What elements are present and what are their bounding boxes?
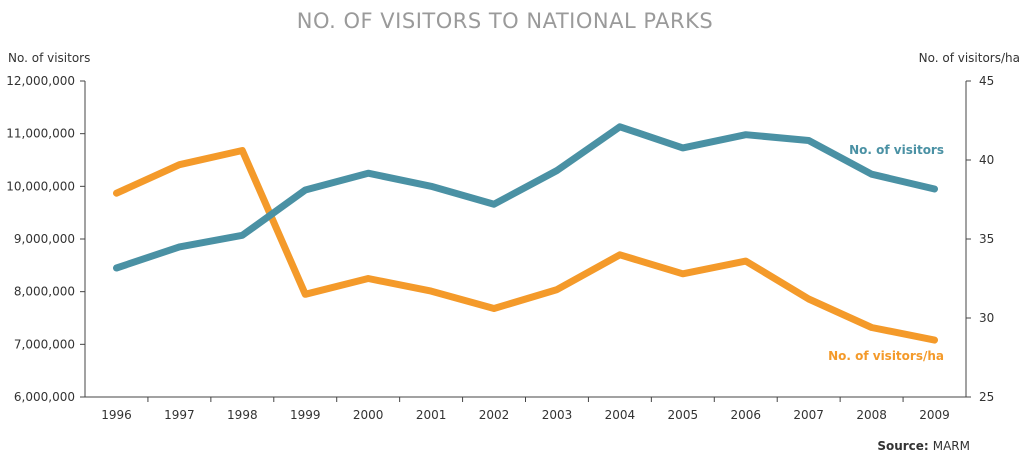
x-tick-label: 2008 [856,408,887,422]
x-tick-label: 1997 [164,408,195,422]
left-tick-label: 9,000,000 [14,232,75,246]
series-label-visitors: No. of visitors [849,143,944,157]
x-tick-label: 2000 [353,408,384,422]
left-tick-label: 6,000,000 [14,390,75,404]
source-label: Source: [877,439,928,453]
x-tick-label: 2007 [793,408,824,422]
x-axis-ticks: 1996 1997 1998 1999 2000 2001 2002 2003 2004 2005… [101,397,950,422]
right-axis-label: No. of visitors/ha [919,51,1020,65]
x-tick-label: 1998 [227,408,258,422]
left-tick-label: 10,000,000 [6,179,75,193]
left-tick-label: 8,000,000 [14,285,75,299]
x-tick-label: 1996 [101,408,132,422]
x-tick-label: 2003 [542,408,573,422]
x-tick-label: 2006 [730,408,761,422]
series-lines [113,123,938,344]
x-tick-label: 2001 [416,408,447,422]
chart-title: NO. OF VISITORS TO NATIONAL PARKS [297,9,713,33]
x-tick-label: 2004 [605,408,636,422]
right-tick-label: 35 [979,232,994,246]
source-value: MARM [933,439,970,453]
source-note: Source: MARM [877,439,970,453]
right-tick-label: 30 [979,311,994,325]
right-tick-label: 25 [979,390,994,404]
series-label-visitors-per-ha: No. of visitors/ha [828,349,944,363]
series-line-visitors [113,123,938,272]
x-tick-label: 2005 [668,408,699,422]
left-axis-label: No. of visitors [8,51,90,65]
x-tick-label: 2009 [919,408,950,422]
x-tick-label: 1999 [290,408,321,422]
right-tick-label: 40 [979,153,994,167]
left-tick-label: 11,000,000 [6,127,75,141]
right-axis-ticks: 25 30 35 40 45 [966,74,994,404]
left-tick-label: 7,000,000 [14,337,75,351]
left-tick-label: 12,000,000 [6,74,75,88]
series-line-visitors-per-ha [113,147,938,344]
x-tick-label: 2002 [479,408,510,422]
right-tick-label: 45 [979,74,994,88]
left-axis-ticks: 6,000,000 7,000,000 8,000,000 9,000,000 10,0… [6,74,85,404]
